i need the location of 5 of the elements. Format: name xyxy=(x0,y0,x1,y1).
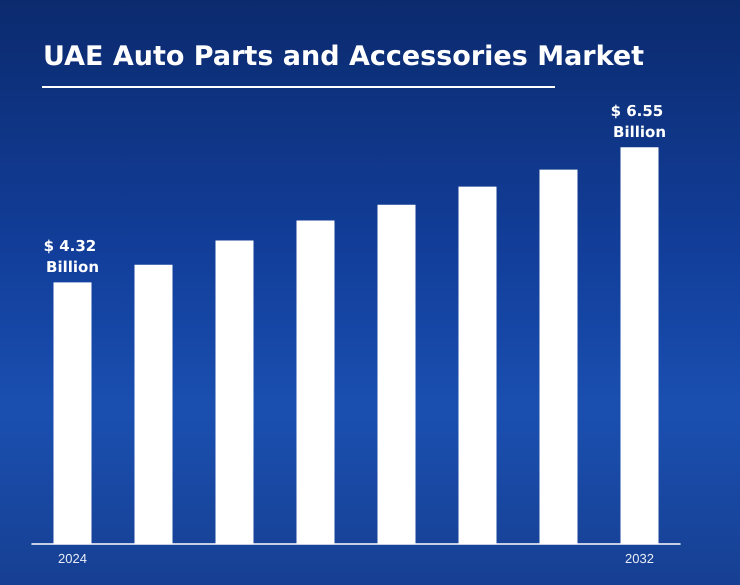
data-label: $ 4.32 Billion xyxy=(44,236,102,276)
data-label: $ 6.55 Billion xyxy=(610,102,668,141)
x-tick-label: 2032 xyxy=(625,551,654,566)
x-tick-label: 2024 xyxy=(58,551,87,566)
chart-title: UAE Auto Parts and Accessories Market xyxy=(43,41,644,72)
